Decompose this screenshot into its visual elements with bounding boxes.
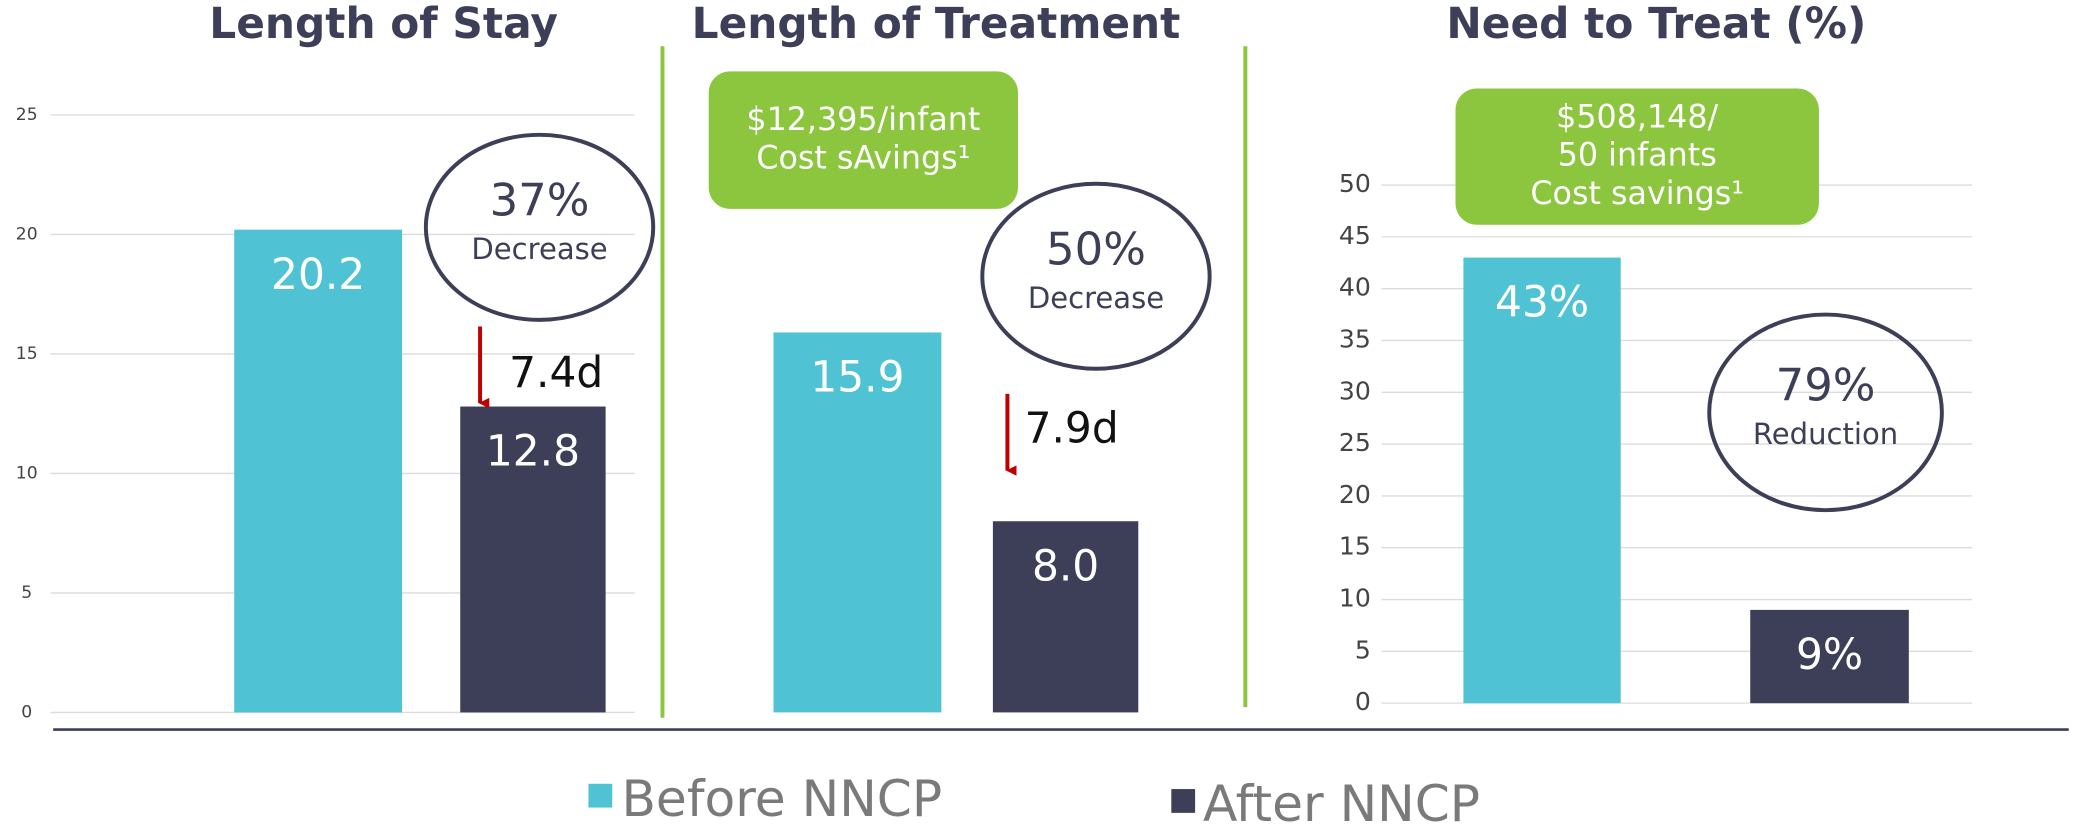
arrow-label: 7.4d (509, 348, 603, 397)
circle-text: Decrease (1028, 281, 1164, 315)
y-tick-label: 0 (1355, 687, 1371, 716)
annotation-circle (423, 132, 656, 322)
y-tick-label: 25 (1339, 428, 1371, 457)
callout-box (1455, 88, 1819, 225)
y-tick-label: 0 (21, 702, 32, 722)
circle-text: Reduction (1753, 417, 1898, 451)
circle-text: 79% (1776, 359, 1876, 412)
y-tick-label: 50 (1339, 169, 1371, 198)
y-tick-label: 10 (1339, 584, 1371, 613)
y-tick-label: 40 (1339, 273, 1371, 302)
y-tick-label: 20 (16, 224, 38, 244)
chart-title: Length of Stay (209, 0, 558, 48)
callout-text: $508,148/ (1556, 99, 1718, 135)
y-tick-label: 20 (1339, 480, 1371, 509)
callout-box (708, 71, 1018, 209)
legend-label: Before NNCP (621, 769, 942, 828)
value-label: 20.2 (271, 250, 365, 299)
callout-text: Cost savings¹ (1530, 176, 1744, 212)
y-tick-label: 15 (16, 344, 38, 364)
value-label: 12.8 (486, 427, 580, 476)
value-label: 8.0 (1032, 541, 1099, 590)
bar (773, 332, 942, 713)
value-label: 43% (1495, 278, 1589, 327)
arrow-label: 7.9d (1025, 403, 1119, 452)
callout-text: 50 infants (1558, 138, 1717, 174)
y-tick-label: 5 (21, 583, 32, 603)
chart-title: Length of Treatment (692, 0, 1181, 48)
y-tick-label: 35 (1339, 324, 1371, 353)
circle-text: 37% (490, 174, 590, 227)
y-tick-label: 25 (16, 105, 38, 125)
bar (460, 406, 606, 713)
legend-label: After NNCP (1203, 774, 1480, 833)
bar (1463, 257, 1621, 704)
y-tick-label: 10 (16, 463, 38, 483)
y-tick-label: 45 (1339, 221, 1371, 250)
y-tick-label: 15 (1339, 532, 1371, 561)
legend-swatch (588, 783, 613, 808)
bar (234, 229, 403, 713)
legend-swatch (1171, 789, 1196, 813)
chart-title: Need to Treat (%) (1446, 0, 1866, 48)
annotation-circle (980, 181, 1212, 371)
value-label: 15.9 (810, 353, 904, 402)
value-label: 9% (1796, 630, 1863, 679)
bar (1750, 609, 1909, 704)
y-tick-label: 30 (1339, 376, 1371, 405)
annotation-circle (1707, 312, 1944, 513)
y-tick-label: 5 (1355, 635, 1371, 664)
bar (992, 521, 1139, 713)
circle-text: Decrease (471, 232, 607, 266)
callout-text: $12,395/infant (746, 102, 980, 138)
circle-text: 50% (1046, 222, 1146, 275)
callout-text: Cost sAvings¹ (756, 140, 970, 176)
